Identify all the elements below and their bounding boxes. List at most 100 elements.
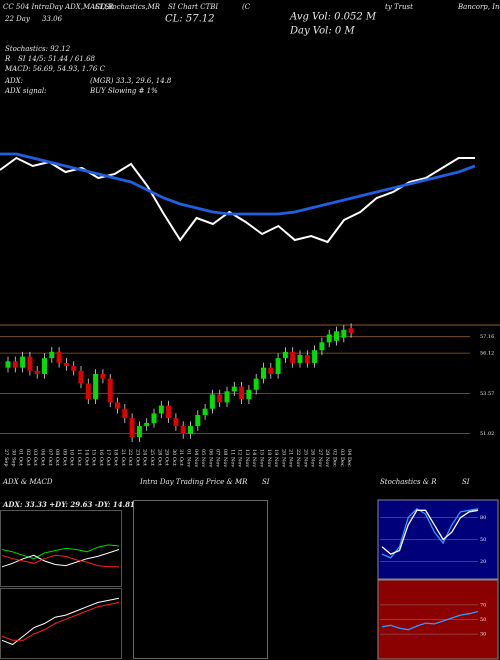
candle-body: [209, 394, 215, 409]
candle-body: [144, 422, 150, 427]
x-tick-label: 21 Oct: [120, 449, 126, 466]
candle-body: [239, 386, 245, 400]
panel-title: SI: [462, 478, 470, 486]
x-tick-label: 23 Oct: [134, 449, 140, 466]
candle-body: [27, 356, 33, 371]
series-line: [381, 507, 479, 559]
candle-body: [56, 351, 62, 363]
x-tick-label: 28 Oct: [156, 449, 162, 466]
series-line: [381, 509, 479, 555]
series-line: [1, 554, 119, 568]
candle-body: [20, 356, 26, 368]
x-tick-label: 24 Oct: [142, 449, 148, 466]
x-tick-label: 07 Nov: [215, 449, 221, 467]
x-tick-label: 16 Oct: [98, 449, 104, 466]
x-tick-label: 31 Oct: [178, 449, 184, 466]
candle-body: [268, 367, 274, 374]
candle-body: [290, 351, 296, 363]
panel-border: [0, 588, 122, 659]
candle-body: [136, 426, 142, 438]
candle-body: [261, 367, 266, 379]
candle-body: [334, 331, 339, 341]
header-text: CC 504 IntraDay ADX,MACD,R: [3, 3, 114, 11]
y-tick-label: 70: [480, 602, 486, 608]
x-tick-label: 04 Oct: [40, 449, 46, 466]
candle-body: [202, 408, 208, 415]
x-tick-label: 07 Oct: [47, 449, 53, 466]
series-line: [1, 544, 120, 560]
x-tick-label: 06 Nov: [207, 449, 213, 467]
info-text: SI 14/5: 51.44 / 61.68: [18, 55, 96, 63]
x-tick-label: 14 Nov: [251, 449, 257, 467]
x-tick-label: 30 Sep: [10, 449, 16, 467]
candle-body: [34, 370, 40, 374]
y-tick-label: 50: [480, 537, 486, 543]
y-tick-label: 50: [480, 617, 486, 623]
y-tick-label: 20: [480, 559, 486, 565]
candle-body: [100, 373, 106, 379]
candle-body: [188, 426, 193, 434]
header-text: 22 Day: [4, 15, 31, 23]
x-tick-label: 18 Nov: [266, 449, 272, 467]
candle-body: [348, 328, 354, 333]
candle-body: [63, 362, 69, 367]
candle-body: [297, 355, 303, 363]
candle-body: [275, 358, 281, 374]
x-tick-label: 25 Oct: [149, 449, 155, 466]
close-price: CL: 57.12: [165, 14, 214, 25]
candle-body: [12, 361, 18, 368]
x-tick-label: 14 Oct: [83, 449, 89, 466]
y-tick-label: 53.57: [480, 391, 494, 397]
info-text: BUY Slowing # 1%: [89, 87, 158, 95]
x-tick-label: 15 Nov: [259, 449, 265, 467]
header-text: ty Trust: [385, 3, 413, 11]
y-tick-label: 80: [480, 515, 486, 521]
x-tick-label: 18 Oct: [113, 449, 119, 466]
series-line: [381, 610, 479, 631]
header-text: SI Chart CTBI: [168, 3, 218, 11]
x-tick-label: 03 Oct: [32, 449, 38, 466]
info-text: ADX:: [4, 77, 23, 85]
x-tick-label: 22 Nov: [295, 449, 301, 467]
x-tick-label: 25 Nov: [302, 449, 308, 467]
candle-body: [93, 373, 99, 400]
candle-body: [246, 389, 252, 400]
x-tick-label: 29 Nov: [324, 449, 330, 467]
header-text: SI,Stochastics,MR: [95, 3, 161, 11]
x-tick-label: 01 Oct: [18, 449, 24, 466]
x-tick-label: 11 Nov: [229, 449, 235, 467]
x-tick-label: 26 Nov: [310, 449, 316, 467]
candle-body: [49, 351, 55, 359]
candle-body: [217, 394, 223, 403]
y-tick-label: 30: [480, 632, 486, 638]
series-line: [1, 549, 120, 568]
info-text: (MGR) 33.3, 29.6, 14.8: [90, 77, 172, 85]
series-line: [0, 152, 476, 216]
avg-vol: Avg Vol: 0.052 M: [289, 12, 377, 23]
candle-body: [107, 378, 113, 403]
candle-body: [166, 405, 172, 419]
x-tick-label: 03 Dec: [339, 449, 345, 467]
candle-body: [253, 378, 259, 390]
series-line: [1, 597, 120, 646]
info-text: R: [4, 55, 11, 63]
candle-body: [78, 370, 84, 384]
candle-body: [231, 386, 237, 392]
x-tick-label: 29 Oct: [164, 449, 170, 466]
x-tick-label: 11 Oct: [76, 449, 82, 466]
candle-body: [341, 329, 347, 338]
x-tick-label: 20 Nov: [280, 449, 286, 467]
x-tick-label: 27 Sep: [3, 449, 9, 467]
panel-border: [0, 510, 122, 587]
day-vol: Day Vol: 0 M: [289, 26, 355, 37]
candle-body: [42, 358, 47, 374]
y-tick-label: 56.12: [480, 351, 494, 357]
y-tick-label: 51.02: [480, 431, 494, 437]
candle-body: [304, 355, 310, 363]
x-tick-label: 27 Nov: [317, 449, 323, 467]
header-text: 33.06: [42, 15, 63, 23]
x-tick-label: 08 Nov: [222, 449, 228, 467]
x-tick-label: 09 Oct: [61, 449, 67, 466]
candle-body: [173, 418, 179, 427]
